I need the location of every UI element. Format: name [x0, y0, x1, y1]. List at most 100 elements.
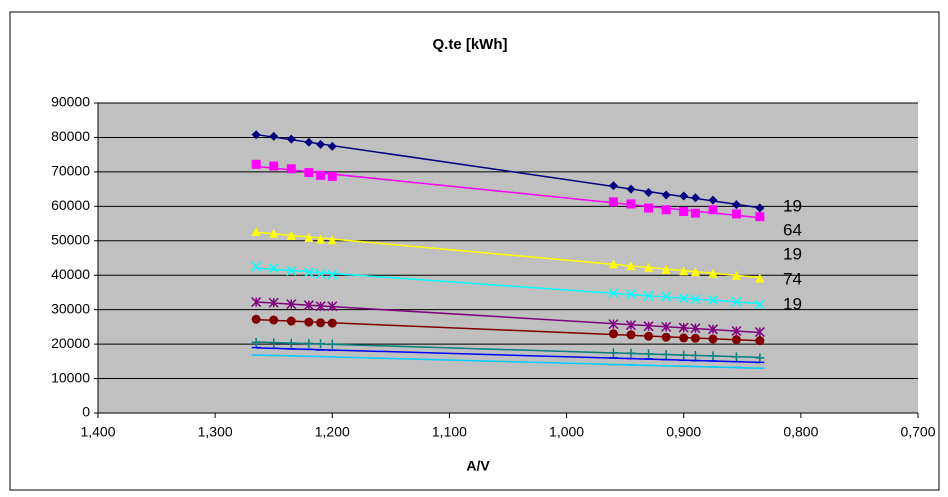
y-tick-label: 60000 — [51, 197, 90, 213]
annotation: 19 — [783, 244, 802, 263]
point — [608, 348, 618, 358]
point — [269, 338, 279, 348]
point — [316, 234, 326, 244]
y-tick-label: 40000 — [51, 266, 90, 282]
point — [755, 212, 765, 222]
point — [661, 321, 672, 332]
y-tick-label: 50000 — [51, 231, 90, 247]
point — [327, 339, 337, 349]
point — [731, 296, 742, 307]
x-tick-label: 1,000 — [549, 424, 584, 440]
point — [626, 330, 636, 340]
point — [661, 291, 672, 302]
point — [304, 168, 314, 178]
point — [608, 288, 619, 299]
point — [644, 188, 654, 198]
point — [608, 181, 618, 191]
point — [755, 273, 765, 283]
point — [690, 208, 700, 218]
point — [608, 329, 618, 339]
point — [286, 134, 296, 144]
point — [608, 197, 618, 207]
point — [679, 207, 689, 216]
point — [661, 205, 671, 215]
point — [327, 301, 338, 312]
point — [251, 130, 261, 140]
point — [755, 336, 765, 346]
point — [327, 318, 337, 328]
point — [327, 235, 337, 245]
point — [708, 351, 718, 361]
point — [644, 262, 654, 272]
point — [754, 327, 765, 338]
point — [286, 265, 297, 276]
point — [690, 294, 701, 305]
point — [286, 299, 297, 310]
x-tick-label: 1,300 — [198, 424, 233, 440]
x-tick-label: 1,400 — [80, 424, 115, 440]
point — [690, 333, 700, 343]
annotation: 20 — [783, 318, 802, 337]
point — [251, 159, 261, 169]
point — [327, 171, 337, 181]
point — [625, 320, 637, 331]
y-tick-label: 0 — [82, 404, 90, 420]
x-tick-label: 1,100 — [432, 424, 467, 440]
x-tick-label: 1,200 — [315, 424, 350, 440]
trend-line — [256, 354, 760, 369]
point — [708, 268, 718, 278]
point — [707, 294, 719, 306]
trend-line — [256, 301, 760, 334]
trend-line — [256, 133, 760, 209]
trend-line — [256, 318, 760, 342]
point — [304, 317, 314, 327]
x-tick-label: 0,900 — [666, 424, 701, 440]
point — [626, 199, 636, 209]
point — [643, 321, 654, 332]
point — [690, 193, 700, 203]
point — [608, 259, 618, 269]
x-tick-label: 0,800 — [783, 424, 818, 440]
trend-line — [256, 341, 760, 359]
point — [731, 200, 741, 210]
point — [707, 324, 719, 335]
point — [608, 319, 619, 330]
point — [303, 300, 314, 311]
point — [690, 350, 700, 360]
point — [678, 322, 689, 333]
point — [315, 268, 326, 279]
point — [755, 203, 765, 213]
point — [286, 338, 296, 348]
point — [661, 332, 671, 342]
point — [286, 316, 296, 326]
point — [643, 290, 654, 301]
point — [626, 184, 636, 194]
point — [644, 203, 654, 213]
point — [327, 141, 337, 151]
point — [690, 323, 701, 334]
y-tick-label: 80000 — [51, 128, 90, 144]
point — [251, 337, 261, 347]
point — [731, 352, 741, 362]
point — [708, 334, 718, 344]
annotation: 64 — [783, 220, 802, 239]
point — [286, 230, 296, 240]
point — [269, 228, 279, 238]
point — [268, 263, 279, 274]
point — [731, 270, 741, 280]
point — [251, 297, 262, 308]
point — [679, 350, 689, 360]
point — [690, 267, 700, 277]
point — [269, 131, 279, 141]
point — [304, 338, 314, 348]
y-tick-label: 20000 — [51, 335, 90, 351]
point — [251, 314, 261, 324]
point — [625, 289, 637, 300]
point — [315, 301, 326, 312]
point — [269, 315, 279, 325]
point — [316, 339, 326, 349]
point — [644, 349, 654, 359]
y-tick-label: 10000 — [51, 369, 90, 385]
